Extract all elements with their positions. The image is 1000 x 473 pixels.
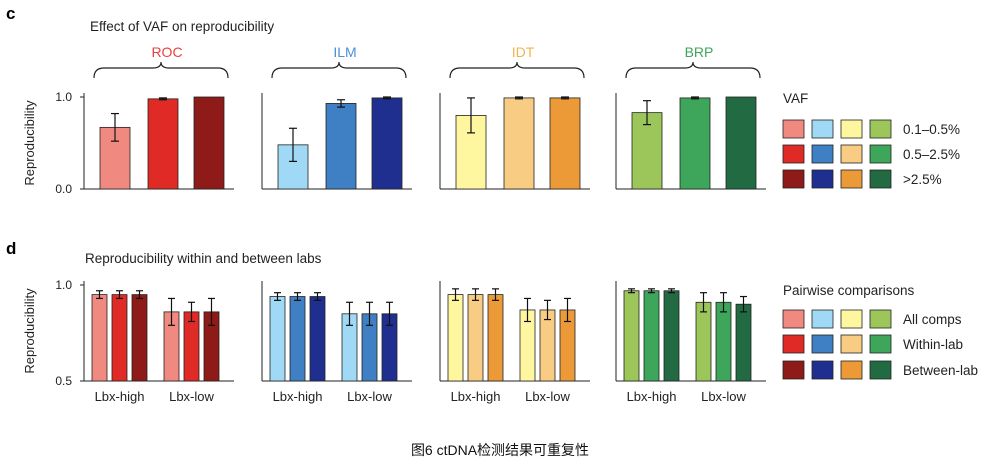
bar-idt-3 <box>549 97 581 190</box>
panel-d-ytick-label: 1.0 <box>55 278 72 292</box>
legend-label: Within-lab <box>903 337 963 352</box>
legend-swatch-idt <box>840 144 863 164</box>
legend-swatch-roc <box>782 334 805 354</box>
x-category-label: Lbx-high <box>627 389 677 404</box>
bar-ilm-3 <box>371 97 403 190</box>
legend-swatch-roc <box>782 360 805 380</box>
legend-swatch-brp <box>869 144 892 164</box>
x-category-label: Lbx-high <box>451 389 501 404</box>
legend-label: >2.5% <box>903 172 942 187</box>
panel-c-ytick-label: 1.0 <box>55 90 72 104</box>
bar-brp-1 <box>631 112 663 190</box>
group-brace <box>449 61 585 79</box>
legend-title: Pairwise comparisons <box>783 283 915 298</box>
bar-ilm-lbx-high-2 <box>289 296 306 382</box>
legend-swatch-ilm <box>811 119 834 139</box>
bar-ilm-lbx-high-3 <box>309 296 326 382</box>
legend-swatch-brp <box>869 119 892 139</box>
figure-caption: 图6 ctDNA检测结果可重复性 <box>411 442 589 458</box>
panel-d-ytick-label: 0.5 <box>55 374 72 388</box>
bar-ilm-2 <box>325 103 357 190</box>
x-category-label: Lbx-low <box>701 389 746 404</box>
legend-swatch-ilm <box>811 309 834 329</box>
bar-roc-lbx-high-1 <box>91 294 108 382</box>
panel-d-letter: d <box>6 239 16 258</box>
group-label-idt: IDT <box>512 44 535 60</box>
panel-d-title: Reproducibility within and between labs <box>85 251 322 266</box>
legend-swatch-ilm <box>811 360 834 380</box>
bar-brp-lbx-low-1 <box>695 301 712 382</box>
legend-swatch-ilm <box>811 334 834 354</box>
legend-label: Between-lab <box>903 363 978 378</box>
x-category-label: Lbx-low <box>525 389 570 404</box>
group-brace <box>625 61 761 79</box>
legend-vaf: VAF 0.1–0.5% 0.5–2.5% >2.5% <box>782 91 960 189</box>
legend-swatch-idt <box>840 119 863 139</box>
bar-roc-lbx-low-2 <box>183 311 200 382</box>
legend-swatch-roc <box>782 169 805 189</box>
group-label-roc: ROC <box>151 44 182 60</box>
x-category-label: Lbx-low <box>347 389 392 404</box>
panel-c-letter: c <box>6 4 15 23</box>
group-label-ilm: ILM <box>333 44 356 60</box>
bar-brp-lbx-high-2 <box>643 290 660 382</box>
bar-idt-lbx-high-1 <box>447 294 464 382</box>
legend-swatch-ilm <box>811 169 834 189</box>
bar-brp-lbx-high-3 <box>663 290 680 382</box>
bar-ilm-lbx-high-1 <box>269 296 286 382</box>
panel-c-chart: Reproducibility 1.0 0.0 ROC ILM IDT BRP <box>22 44 766 196</box>
bar-idt-lbx-high-2 <box>467 294 484 382</box>
group-brace <box>93 61 229 79</box>
panel-d-chart: Reproducibility 1.0 0.5 Lbx-high Lbx-low Lbx-… <box>22 278 766 404</box>
panel-c-ylabel: Reproducibility <box>22 100 37 186</box>
bar-idt-2 <box>503 97 535 190</box>
group-label-brp: BRP <box>685 44 714 60</box>
x-category-label: Lbx-high <box>273 389 323 404</box>
legend-swatch-brp <box>869 309 892 329</box>
legend-swatch-roc <box>782 309 805 329</box>
bar-idt-lbx-high-3 <box>487 294 504 382</box>
bar-roc-2 <box>147 98 179 190</box>
legend-label: All comps <box>903 312 962 327</box>
legend-label: 0.1–0.5% <box>903 122 960 137</box>
legend-swatch-brp <box>869 169 892 189</box>
bar-brp-lbx-low-2 <box>715 301 732 382</box>
bar-roc-lbx-high-3 <box>131 294 148 382</box>
bar-roc-lbx-high-2 <box>111 294 128 382</box>
panel-c-title: Effect of VAF on reproducibility <box>90 19 274 34</box>
bar-brp-2 <box>679 97 711 190</box>
x-category-label: Lbx-high <box>95 389 145 404</box>
legend-swatch-idt <box>840 334 863 354</box>
legend-swatch-idt <box>840 169 863 189</box>
panel-c-ytick-label: 0.0 <box>55 182 72 196</box>
legend-swatch-brp <box>869 334 892 354</box>
legend-swatch-brp <box>869 360 892 380</box>
legend-title: VAF <box>783 91 808 106</box>
legend-swatch-roc <box>782 144 805 164</box>
bar-brp-lbx-low-3 <box>735 303 752 382</box>
bar-roc-3 <box>193 96 225 190</box>
bar-brp-lbx-high-1 <box>623 290 640 382</box>
legend-swatch-ilm <box>811 144 834 164</box>
legend-swatch-roc <box>782 119 805 139</box>
x-category-label: Lbx-low <box>169 389 214 404</box>
legend-swatch-idt <box>840 360 863 380</box>
panel-d-ylabel: Reproducibility <box>22 288 37 374</box>
bar-idt-lbx-low-2 <box>539 309 556 382</box>
legend-pairwise: Pairwise comparisons All comps Within-lab B… <box>782 283 978 380</box>
legend-label: 0.5–2.5% <box>903 147 960 162</box>
legend-swatch-idt <box>840 309 863 329</box>
bar-brp-3 <box>725 96 757 190</box>
group-brace <box>271 61 407 79</box>
